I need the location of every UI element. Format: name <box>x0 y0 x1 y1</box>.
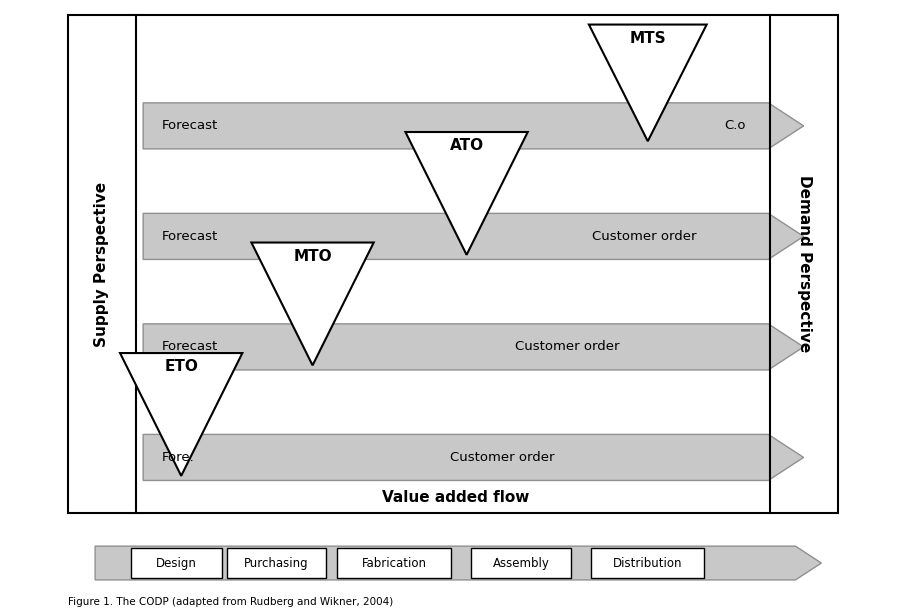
Polygon shape <box>95 546 822 580</box>
Text: Fabrication: Fabrication <box>361 556 427 570</box>
Text: Supply Perspective: Supply Perspective <box>94 182 110 346</box>
FancyBboxPatch shape <box>226 548 326 578</box>
Text: Forecast: Forecast <box>161 340 217 354</box>
FancyBboxPatch shape <box>68 15 838 513</box>
Text: C.o: C.o <box>725 119 746 133</box>
Text: ETO: ETO <box>164 359 198 374</box>
Text: MTS: MTS <box>630 31 666 45</box>
FancyBboxPatch shape <box>471 548 571 578</box>
Text: Customer order: Customer order <box>516 340 620 354</box>
Text: Value added flow: Value added flow <box>382 490 529 505</box>
Polygon shape <box>143 435 804 480</box>
Polygon shape <box>406 132 527 255</box>
Polygon shape <box>251 243 373 365</box>
FancyBboxPatch shape <box>337 548 451 578</box>
Text: Demand Perspective: Demand Perspective <box>796 176 812 352</box>
Text: Design: Design <box>156 556 198 570</box>
Polygon shape <box>143 103 804 149</box>
Text: Forecast: Forecast <box>161 119 217 133</box>
Text: Distribution: Distribution <box>613 556 682 570</box>
Polygon shape <box>120 353 243 476</box>
FancyBboxPatch shape <box>131 548 222 578</box>
Text: Forecast: Forecast <box>161 230 217 243</box>
Text: Purchasing: Purchasing <box>244 556 309 570</box>
Text: MTO: MTO <box>294 249 332 263</box>
Polygon shape <box>589 25 707 141</box>
Text: Figure 1. The CODP (adapted from Rudberg and Wikner, 2004): Figure 1. The CODP (adapted from Rudberg… <box>68 597 393 607</box>
Text: Fore.: Fore. <box>161 451 194 464</box>
Text: ATO: ATO <box>449 138 484 153</box>
Polygon shape <box>143 214 804 259</box>
Text: Customer order: Customer order <box>449 451 554 464</box>
FancyBboxPatch shape <box>591 548 705 578</box>
Polygon shape <box>143 324 804 370</box>
Text: Customer order: Customer order <box>593 230 697 243</box>
Text: Assembly: Assembly <box>493 556 549 570</box>
